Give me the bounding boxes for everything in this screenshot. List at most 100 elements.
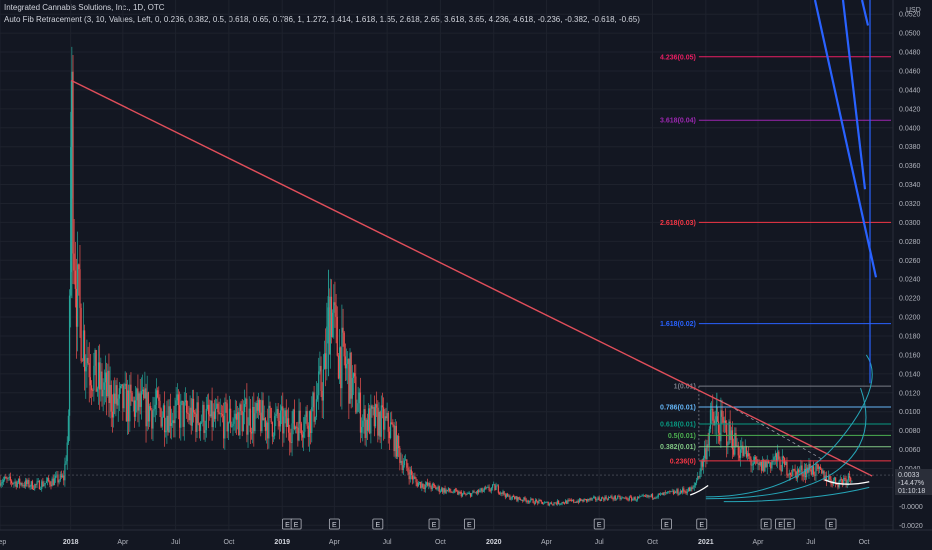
candle-body [401,460,403,471]
candle-body [132,400,134,402]
candle-body [804,469,807,478]
candle-body [442,488,444,493]
candle-body [695,480,698,483]
candle-body [843,478,845,484]
candle-body [86,357,88,367]
earnings-marker-label: E [467,522,472,529]
candle-body [306,411,308,426]
candle-body [445,489,447,493]
candle-body [7,477,9,479]
candle-body [790,474,793,476]
candle-body [473,491,475,493]
candle-body [206,404,209,409]
candle-body [657,493,659,497]
candle-body [286,418,289,427]
channel-curve-lower [723,486,870,503]
candle-body [290,442,292,444]
candle-body [180,401,182,428]
candle-body [702,458,705,467]
earnings-marker-box [760,518,772,530]
candle-body [148,406,151,422]
y-tick-label: 0.0420 [899,106,921,113]
candle-body [155,390,158,405]
candle-body [476,490,479,494]
change-percent: -14.47% [898,480,924,487]
candle-body [627,499,629,501]
candle-body [374,404,377,427]
candle-body [712,408,714,421]
candle-body [634,497,636,501]
candle-body [195,413,197,432]
candle-body [415,478,417,483]
candle-body [606,498,608,500]
candle-body [431,484,433,490]
candle-body [334,302,336,306]
candle-body [406,459,408,468]
candle-body [510,498,512,500]
y-tick-label: 0.0220 [899,296,921,303]
candle-body [566,500,568,504]
candle-body [396,435,399,457]
candle-body [311,407,313,434]
candle-body [526,501,528,503]
candle-body [671,490,673,492]
candle-body [781,456,783,472]
candle-body [234,413,236,419]
candle-body [515,496,517,499]
trendline [70,79,873,477]
candle-body [160,408,162,427]
y-tick-label: 0.0340 [899,182,921,189]
candle-body [662,493,664,496]
candle-body [118,388,120,399]
earnings-marker-label: E [294,522,299,529]
candle-body [183,402,185,427]
candle-body [307,425,309,437]
candle-body [723,420,725,423]
candle-body [277,408,279,421]
candle-body [383,407,385,430]
candle-body [53,478,56,486]
candle-body [457,490,459,495]
candle-body [596,499,598,501]
candle-body [485,487,487,489]
candle-body [308,411,311,437]
candle-body [446,489,448,491]
candle-body [796,469,798,479]
candle-body [653,497,655,499]
candle-body [626,497,628,500]
candle-body [327,307,329,327]
candle-body [13,482,15,484]
candle-body [423,487,425,490]
candle-body [352,373,355,378]
candle-body [784,457,786,466]
candle-body [691,487,693,489]
candle-body [184,400,187,403]
indicator-legend[interactable]: Auto Fib Retracement (3, 10, Values, Lef… [4,15,640,24]
candle-body [85,366,87,372]
candle-body [363,409,365,421]
candle-body [636,496,639,500]
candle-body [513,497,516,499]
candle-body [298,410,300,441]
candle-body [8,476,10,478]
candle-body [278,420,280,427]
candle-body [802,475,804,477]
candle-body [173,420,175,424]
fib-retracement: 0.236(0) 0.382(0.01) 0.5(0.01) 0.618(0.01) 0… [660,54,891,465]
candle-body [133,400,136,417]
candle-body [36,481,38,485]
candle-body [97,362,100,389]
candle-body [235,413,238,420]
candle-body [724,420,727,423]
y-tick-label: 0.0080 [899,428,921,435]
candle-body [610,496,612,498]
y-tick-label: 0.0120 [899,390,921,397]
candle-body [687,487,690,492]
candle-body [573,499,575,503]
candle-body [108,370,110,404]
candle-body [598,497,600,501]
candle-body [73,253,75,271]
candle-body [817,464,819,470]
candle-body [44,483,46,485]
